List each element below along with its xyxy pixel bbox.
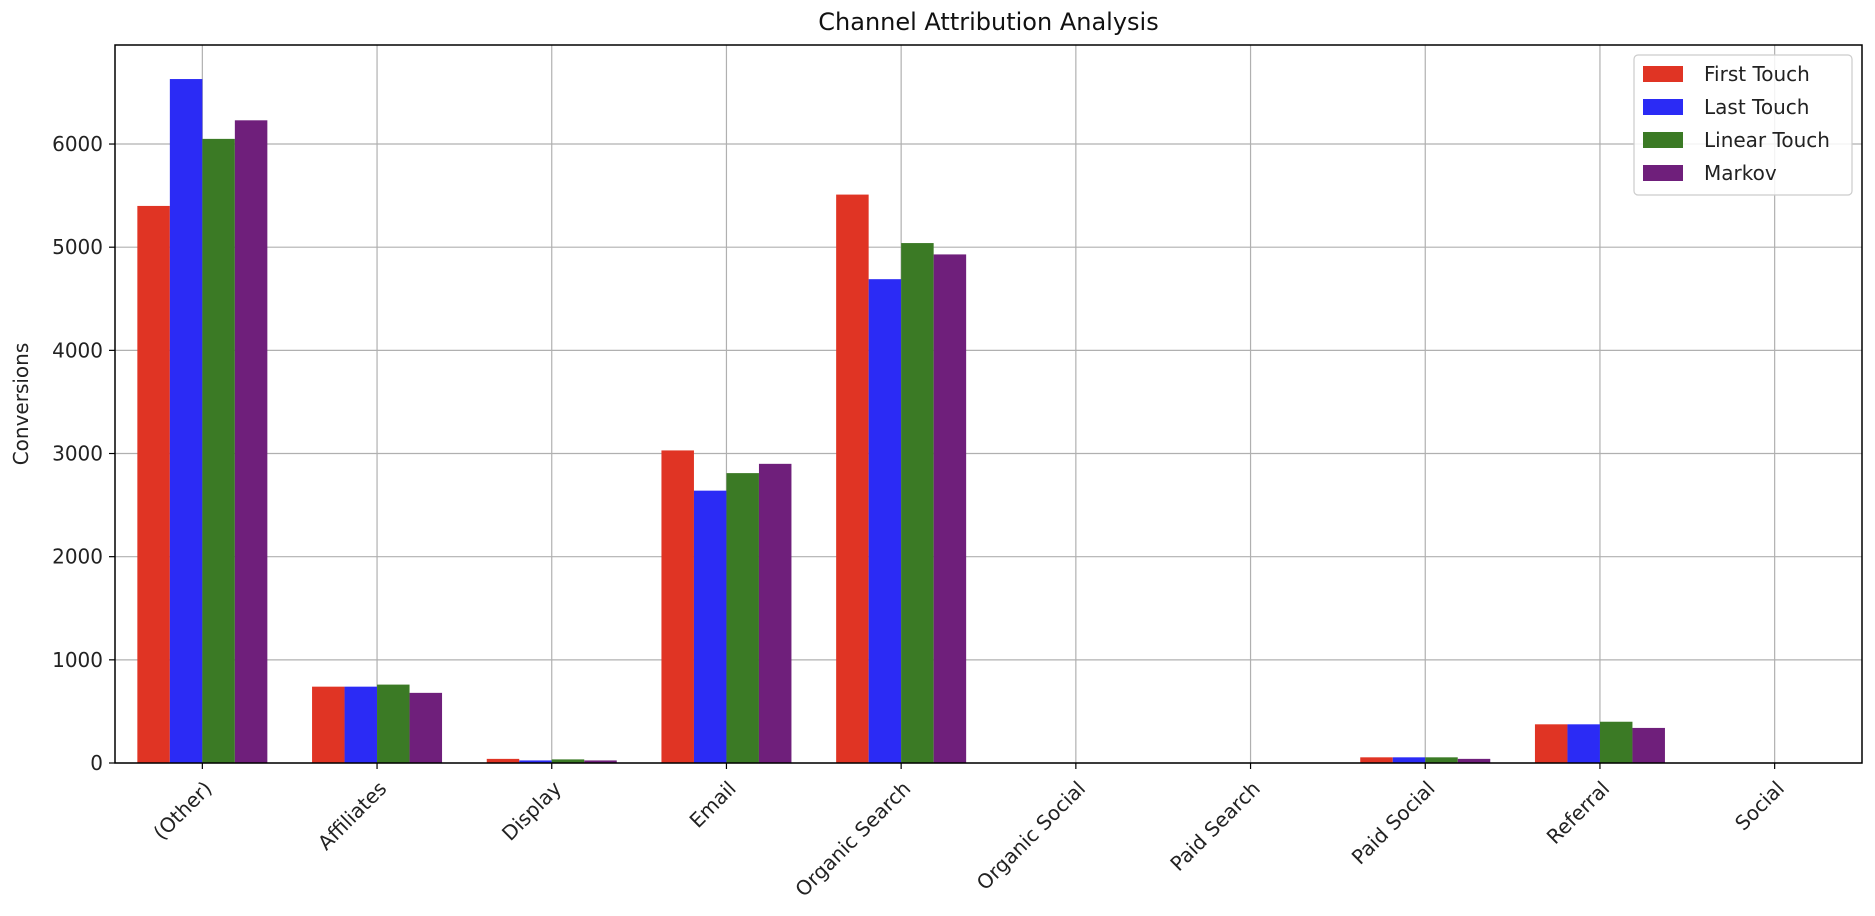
bar (234, 120, 268, 763)
bar (1360, 757, 1393, 763)
legend-label: Last Touch (1704, 95, 1809, 119)
y-tick-label: 4000 (52, 338, 103, 362)
bar (584, 760, 617, 763)
bar (1632, 727, 1665, 763)
plot-frame (114, 44, 1863, 764)
legend: First Touch Last Touch Linear Touch Markov (1633, 54, 1853, 196)
legend-swatch (1643, 66, 1683, 82)
legend-swatch (1643, 99, 1683, 115)
bar (661, 450, 694, 763)
bar (312, 686, 345, 763)
y-axis-title: Conversions (9, 343, 33, 466)
legend-label: Linear Touch (1704, 128, 1830, 152)
bar (409, 692, 443, 763)
bar (1599, 721, 1633, 763)
legend-swatch (1643, 132, 1683, 148)
bar (836, 194, 869, 764)
legend-label: First Touch (1704, 62, 1810, 86)
bar (1425, 757, 1458, 763)
bar (1457, 758, 1491, 763)
legend-box (1633, 54, 1853, 196)
y-tick-label: 5000 (52, 235, 103, 259)
bar (868, 279, 902, 763)
bar (519, 760, 552, 763)
bar (551, 759, 585, 763)
bar (1567, 724, 1600, 763)
bar (933, 254, 967, 763)
y-tick-label: 1000 (52, 648, 103, 672)
y-tick-label: 6000 (52, 132, 103, 156)
bar (486, 758, 520, 763)
bar (693, 490, 727, 763)
bar (377, 684, 410, 763)
y-tick-label: 3000 (52, 442, 103, 466)
bar (726, 473, 759, 763)
bar (169, 79, 203, 764)
bar (344, 686, 378, 763)
bar (758, 463, 792, 763)
bar (137, 205, 170, 763)
legend-swatch (1643, 165, 1683, 181)
bars (137, 79, 1665, 764)
bar (1534, 724, 1568, 763)
y-axis-ticks: 0 1000 2000 3000 4000 5000 6000 (52, 132, 115, 775)
legend-label: Markov (1704, 161, 1777, 185)
chart-title: Channel Attribution Analysis (818, 8, 1158, 36)
y-tick-label: 0 (90, 751, 103, 775)
bar (1392, 757, 1426, 763)
bar (901, 243, 934, 763)
y-tick-label: 2000 (52, 545, 103, 569)
bar (202, 138, 235, 763)
